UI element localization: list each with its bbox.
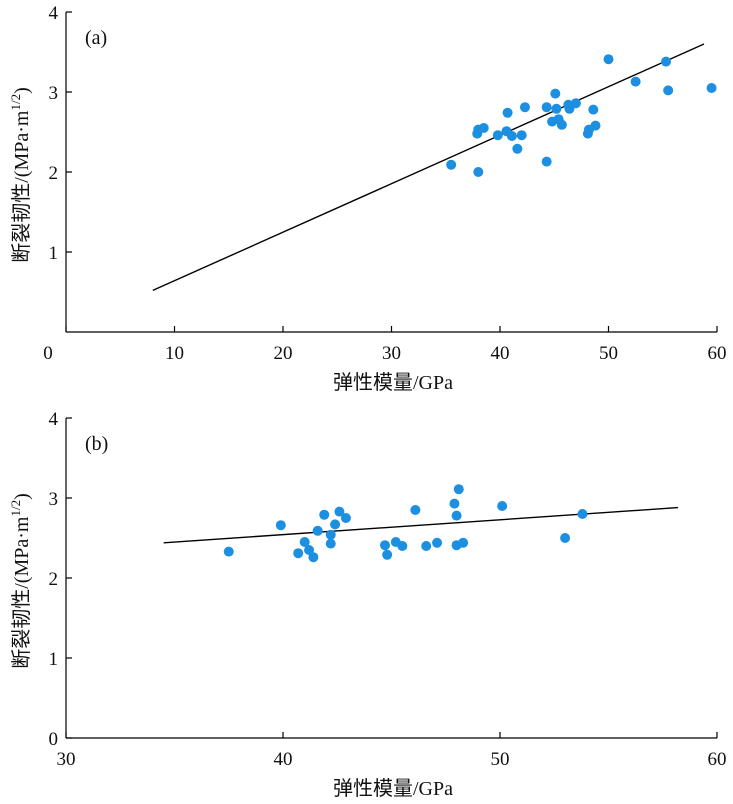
data-point-a	[588, 104, 599, 115]
data-point-b	[340, 513, 351, 523]
data-point-b	[223, 546, 234, 557]
y-axis-label-b-main: 断裂韧性/(MPa·m	[10, 516, 33, 669]
y-tick-label-b: 4	[49, 409, 59, 430]
x-tick-label-b: 40	[274, 749, 293, 770]
data-point-a	[590, 120, 601, 131]
data-point-a	[473, 167, 484, 177]
data-point-b	[304, 545, 315, 555]
data-point-b	[299, 537, 310, 547]
data-point-b	[293, 548, 304, 559]
x-tick-label-b: 60	[708, 749, 727, 770]
data-point-a	[550, 88, 561, 99]
x-tick-label-a: 50	[599, 343, 618, 364]
x-tick-label-a: 0	[43, 343, 53, 364]
data-point-b	[577, 509, 588, 519]
data-point-a	[564, 103, 575, 114]
x-axis-label-a: 弹性模量/GPa	[333, 371, 453, 394]
x-tick-label-b: 50	[491, 749, 510, 770]
data-point-b	[560, 533, 571, 543]
data-point-a	[519, 102, 530, 113]
data-point-a	[556, 119, 567, 130]
data-point-a	[541, 102, 552, 113]
data-point-b	[379, 540, 390, 551]
data-point-b	[458, 537, 469, 548]
data-point-a	[570, 98, 581, 109]
x-tick-label-a: 30	[382, 343, 401, 364]
y-axis-label-b-end: )	[11, 493, 33, 500]
data-point-b	[319, 509, 330, 520]
data-point-b	[382, 549, 393, 560]
x-tick-label-a: 60	[708, 343, 727, 364]
y-axis-label-a-end: )	[11, 87, 33, 94]
y-axis-label-a: 断裂韧性/(MPa·m1/2)	[8, 87, 33, 263]
y-axis-label-b: 断裂韧性/(MPa·m1/2)	[8, 493, 33, 669]
y-tick-label-a: 4	[49, 3, 59, 24]
data-point-a	[506, 131, 517, 141]
data-point-a	[661, 56, 672, 67]
data-point-a	[551, 103, 562, 114]
data-point-a	[502, 107, 513, 118]
data-point-a	[603, 54, 614, 65]
data-point-b	[275, 520, 286, 531]
x-tick-label-a: 10	[165, 343, 184, 364]
data-point-a	[630, 76, 641, 87]
x-tick-label-b: 30	[57, 749, 76, 770]
data-point-b	[397, 541, 408, 551]
data-point-b	[497, 501, 508, 511]
y-axis-label-a-main: 断裂韧性/(MPa·m	[10, 110, 33, 263]
data-point-a	[446, 159, 457, 170]
data-point-b	[451, 510, 462, 521]
data-point-a	[706, 83, 717, 93]
y-tick-label-b: 1	[49, 649, 59, 670]
data-point-a	[512, 143, 523, 154]
data-point-b	[432, 537, 443, 548]
y-tick-label-b: 3	[49, 489, 59, 510]
data-point-b	[325, 529, 336, 540]
data-point-b	[334, 506, 345, 517]
data-point-b	[312, 525, 323, 536]
x-tick-label-a: 20	[274, 343, 293, 364]
y-axis-label-b-sup: 1/2	[8, 500, 23, 517]
x-axis-label-b: 弹性模量/GPa	[333, 777, 453, 800]
data-point-b	[330, 519, 341, 530]
panel-label-a: (a)	[85, 27, 107, 49]
data-point-a	[478, 123, 489, 133]
data-point-b	[410, 505, 421, 515]
data-point-b	[308, 552, 319, 563]
data-point-b	[421, 541, 432, 551]
data-point-a	[492, 130, 503, 141]
y-tick-label-a: 3	[49, 83, 59, 104]
fit-line-a	[152, 43, 705, 292]
y-tick-label-b: 2	[49, 569, 59, 590]
data-point-b	[325, 538, 336, 549]
data-point-a	[516, 130, 527, 141]
y-tick-label-b: 0	[49, 729, 59, 750]
data-point-b	[453, 484, 464, 495]
data-point-a	[541, 156, 552, 167]
data-point-b	[449, 498, 460, 509]
x-tick-label-a: 40	[491, 343, 510, 364]
panel-b: (b) 弹性模量/GPa 断裂韧性/(MPa·m1/2) 0 1 2 3 4 30 40 50…	[8, 409, 727, 800]
fit-line-b	[163, 506, 678, 544]
y-tick-label-a: 1	[49, 243, 59, 264]
y-axis-label-a-sup: 1/2	[8, 94, 23, 111]
data-point-a	[663, 85, 674, 96]
panel-label-b: (b)	[85, 433, 108, 455]
y-tick-label-a: 2	[49, 163, 59, 184]
